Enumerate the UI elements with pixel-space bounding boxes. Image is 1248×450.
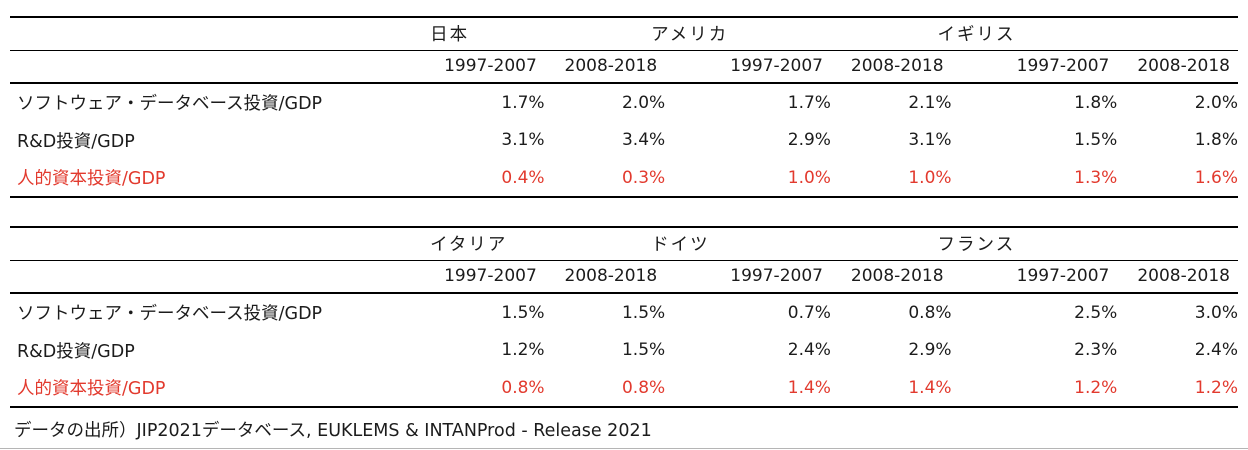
source-note: データの出所）JIP2021データベース, EUKLEMS & INTANPro… (14, 421, 652, 441)
country-header-japan: 日本 (430, 25, 470, 46)
row-label: 人的資本投資/GDP (17, 379, 166, 399)
period-header: 2008-2018 (850, 56, 944, 77)
value-cell: 1.5% (1074, 130, 1118, 150)
value-cell: 2.4% (787, 340, 831, 360)
country-header-italy: イタリア (430, 235, 508, 256)
row-label: R&D投資/GDP (17, 341, 135, 362)
value-cell: 1.8% (1194, 130, 1238, 150)
period-header: 1997-2007 (444, 266, 537, 287)
table-row-software-db: ソフトウェア・データベース投資/GDP 1.5% 1.5% 0.7% 0.8% … (10, 293, 1238, 331)
value-cell: 0.8% (908, 302, 952, 323)
value-cell: 2.0% (621, 92, 666, 113)
table-row-human-capital: 人的資本投資/GDP 0.4% 0.3% 1.0% 1.0% 1.3% 1.6% (10, 159, 1238, 197)
value-cell: 2.9% (787, 130, 831, 150)
value-cell: 2.9% (908, 340, 952, 360)
country-header-france: フランス (937, 235, 1016, 256)
country-header-row: イタリア ドイツ フランス (10, 227, 1238, 260)
period-header: 2008-2018 (564, 266, 658, 287)
period-header: 2008-2018 (1137, 56, 1230, 77)
value-cell: 1.0% (908, 167, 952, 188)
country-header-germany: ドイツ (651, 235, 710, 256)
corner-spacer (10, 17, 444, 50)
value-cell: 0.4% (501, 167, 545, 188)
period-header: 1997-2007 (1016, 266, 1110, 287)
corner-spacer (10, 260, 444, 293)
value-cell: 1.7% (501, 92, 545, 113)
value-cell: 1.4% (908, 377, 952, 398)
value-cell: 3.1% (908, 130, 952, 150)
value-cell: 0.7% (787, 302, 831, 323)
period-header: 1997-2007 (730, 56, 823, 77)
period-header: 1997-2007 (444, 56, 537, 77)
value-cell: 1.4% (787, 377, 831, 398)
period-header: 1997-2007 (1016, 56, 1110, 77)
value-cell: 1.0% (787, 167, 831, 188)
value-cell: 0.8% (501, 377, 545, 398)
period-header: 2008-2018 (1137, 266, 1230, 287)
value-cell: 2.0% (1194, 92, 1238, 113)
value-cell: 3.1% (501, 130, 545, 150)
country-header-usa: アメリカ (651, 25, 729, 46)
row-label: ソフトウェア・データベース投資/GDP (17, 304, 323, 324)
value-cell: 0.8% (621, 377, 666, 398)
country-header-uk: イギリス (937, 25, 1016, 46)
table-row-human-capital: 人的資本投資/GDP 0.8% 0.8% 1.4% 1.4% 1.2% 1.2% (10, 369, 1238, 407)
value-cell: 2.4% (1194, 340, 1238, 360)
value-cell: 2.1% (908, 92, 952, 113)
value-cell: 3.0% (1194, 302, 1238, 323)
period-header-row: 1997-2007 2008-2018 1997-2007 2008-2018 … (10, 260, 1238, 293)
value-cell: 1.2% (1074, 377, 1118, 398)
value-cell: 1.7% (787, 92, 831, 113)
row-label: 人的資本投資/GDP (17, 169, 166, 189)
table-row-rd: R&D投資/GDP 3.1% 3.4% 2.9% 3.1% 1.5% 1.8% (10, 121, 1238, 159)
table-italy-germany-france: イタリア ドイツ フランス 1997-2007 2008-2018 1997-2… (10, 226, 1238, 408)
value-cell: 1.2% (501, 340, 545, 360)
row-label: ソフトウェア・データベース投資/GDP (17, 94, 323, 114)
value-cell: 2.5% (1074, 302, 1118, 323)
period-header: 2008-2018 (564, 56, 658, 77)
value-cell: 1.5% (501, 302, 545, 323)
row-label: R&D投資/GDP (17, 131, 135, 152)
value-cell: 0.3% (621, 167, 666, 188)
corner-spacer (10, 227, 444, 260)
value-cell: 1.6% (1194, 167, 1238, 188)
country-header-row: 日本 アメリカ イギリス (10, 17, 1238, 50)
value-cell: 1.5% (621, 302, 666, 323)
value-cell: 3.4% (621, 130, 666, 150)
value-cell: 1.5% (621, 340, 666, 360)
table-row-software-db: ソフトウェア・データベース投資/GDP 1.7% 2.0% 1.7% 2.1% … (10, 83, 1238, 121)
period-header: 2008-2018 (850, 266, 944, 287)
corner-spacer (10, 50, 444, 83)
period-header-row: 1997-2007 2008-2018 1997-2007 2008-2018 … (10, 50, 1238, 83)
value-cell: 2.3% (1074, 340, 1118, 360)
table-row-rd: R&D投資/GDP 1.2% 1.5% 2.4% 2.9% 2.3% 2.4% (10, 331, 1238, 369)
table-japan-us-uk: 日本 アメリカ イギリス 1997-2007 2008-2018 1997-20… (10, 16, 1238, 198)
page-bottom-divider (0, 448, 1248, 449)
value-cell: 1.2% (1194, 377, 1238, 398)
value-cell: 1.3% (1074, 167, 1118, 188)
value-cell: 1.8% (1074, 92, 1118, 113)
period-header: 1997-2007 (730, 266, 823, 287)
